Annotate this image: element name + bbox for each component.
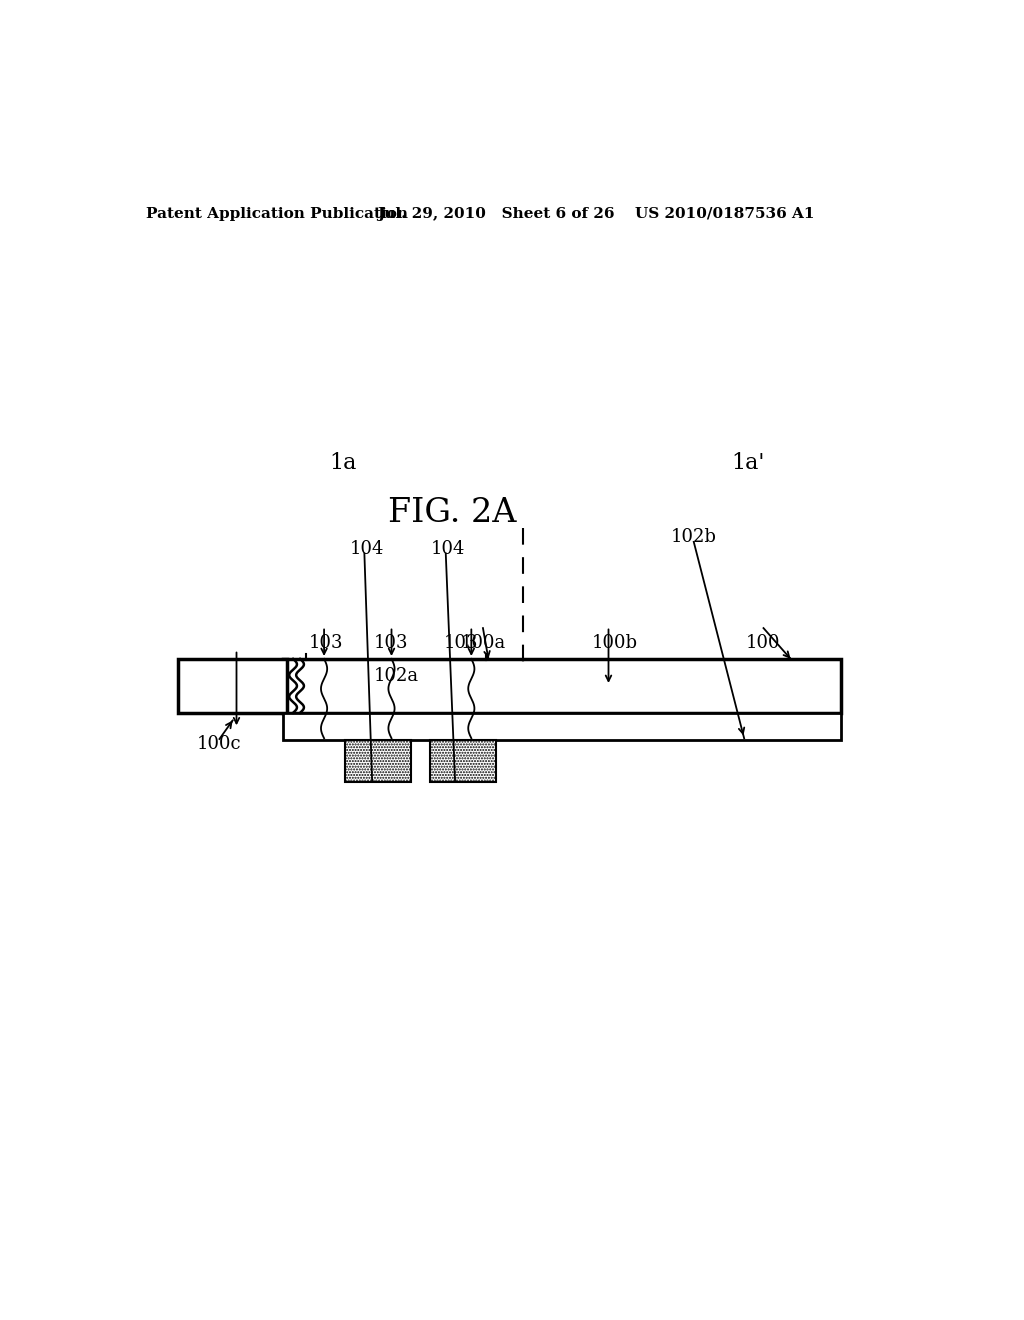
Text: 100b: 100b: [592, 635, 638, 652]
Text: 103: 103: [444, 635, 478, 652]
Bar: [430, 739, 496, 781]
Text: 100c: 100c: [198, 735, 242, 752]
Text: 104: 104: [431, 540, 465, 558]
Bar: [283, 713, 841, 739]
Text: 1a: 1a: [330, 451, 357, 474]
Bar: [345, 739, 411, 781]
Bar: [283, 659, 841, 713]
Bar: [178, 659, 287, 713]
Text: 100a: 100a: [461, 635, 506, 652]
Text: 104: 104: [349, 540, 384, 558]
Text: 102b: 102b: [671, 528, 717, 546]
Text: 1a': 1a': [731, 451, 765, 474]
Text: 100: 100: [746, 635, 780, 652]
Text: 102a: 102a: [374, 667, 419, 685]
Text: Jul. 29, 2010   Sheet 6 of 26: Jul. 29, 2010 Sheet 6 of 26: [378, 207, 614, 220]
Text: FIG. 2A: FIG. 2A: [388, 496, 516, 528]
Text: 103: 103: [308, 635, 343, 652]
Text: US 2010/0187536 A1: US 2010/0187536 A1: [635, 207, 814, 220]
Text: 103: 103: [374, 635, 409, 652]
Text: Patent Application Publication: Patent Application Publication: [145, 207, 408, 220]
